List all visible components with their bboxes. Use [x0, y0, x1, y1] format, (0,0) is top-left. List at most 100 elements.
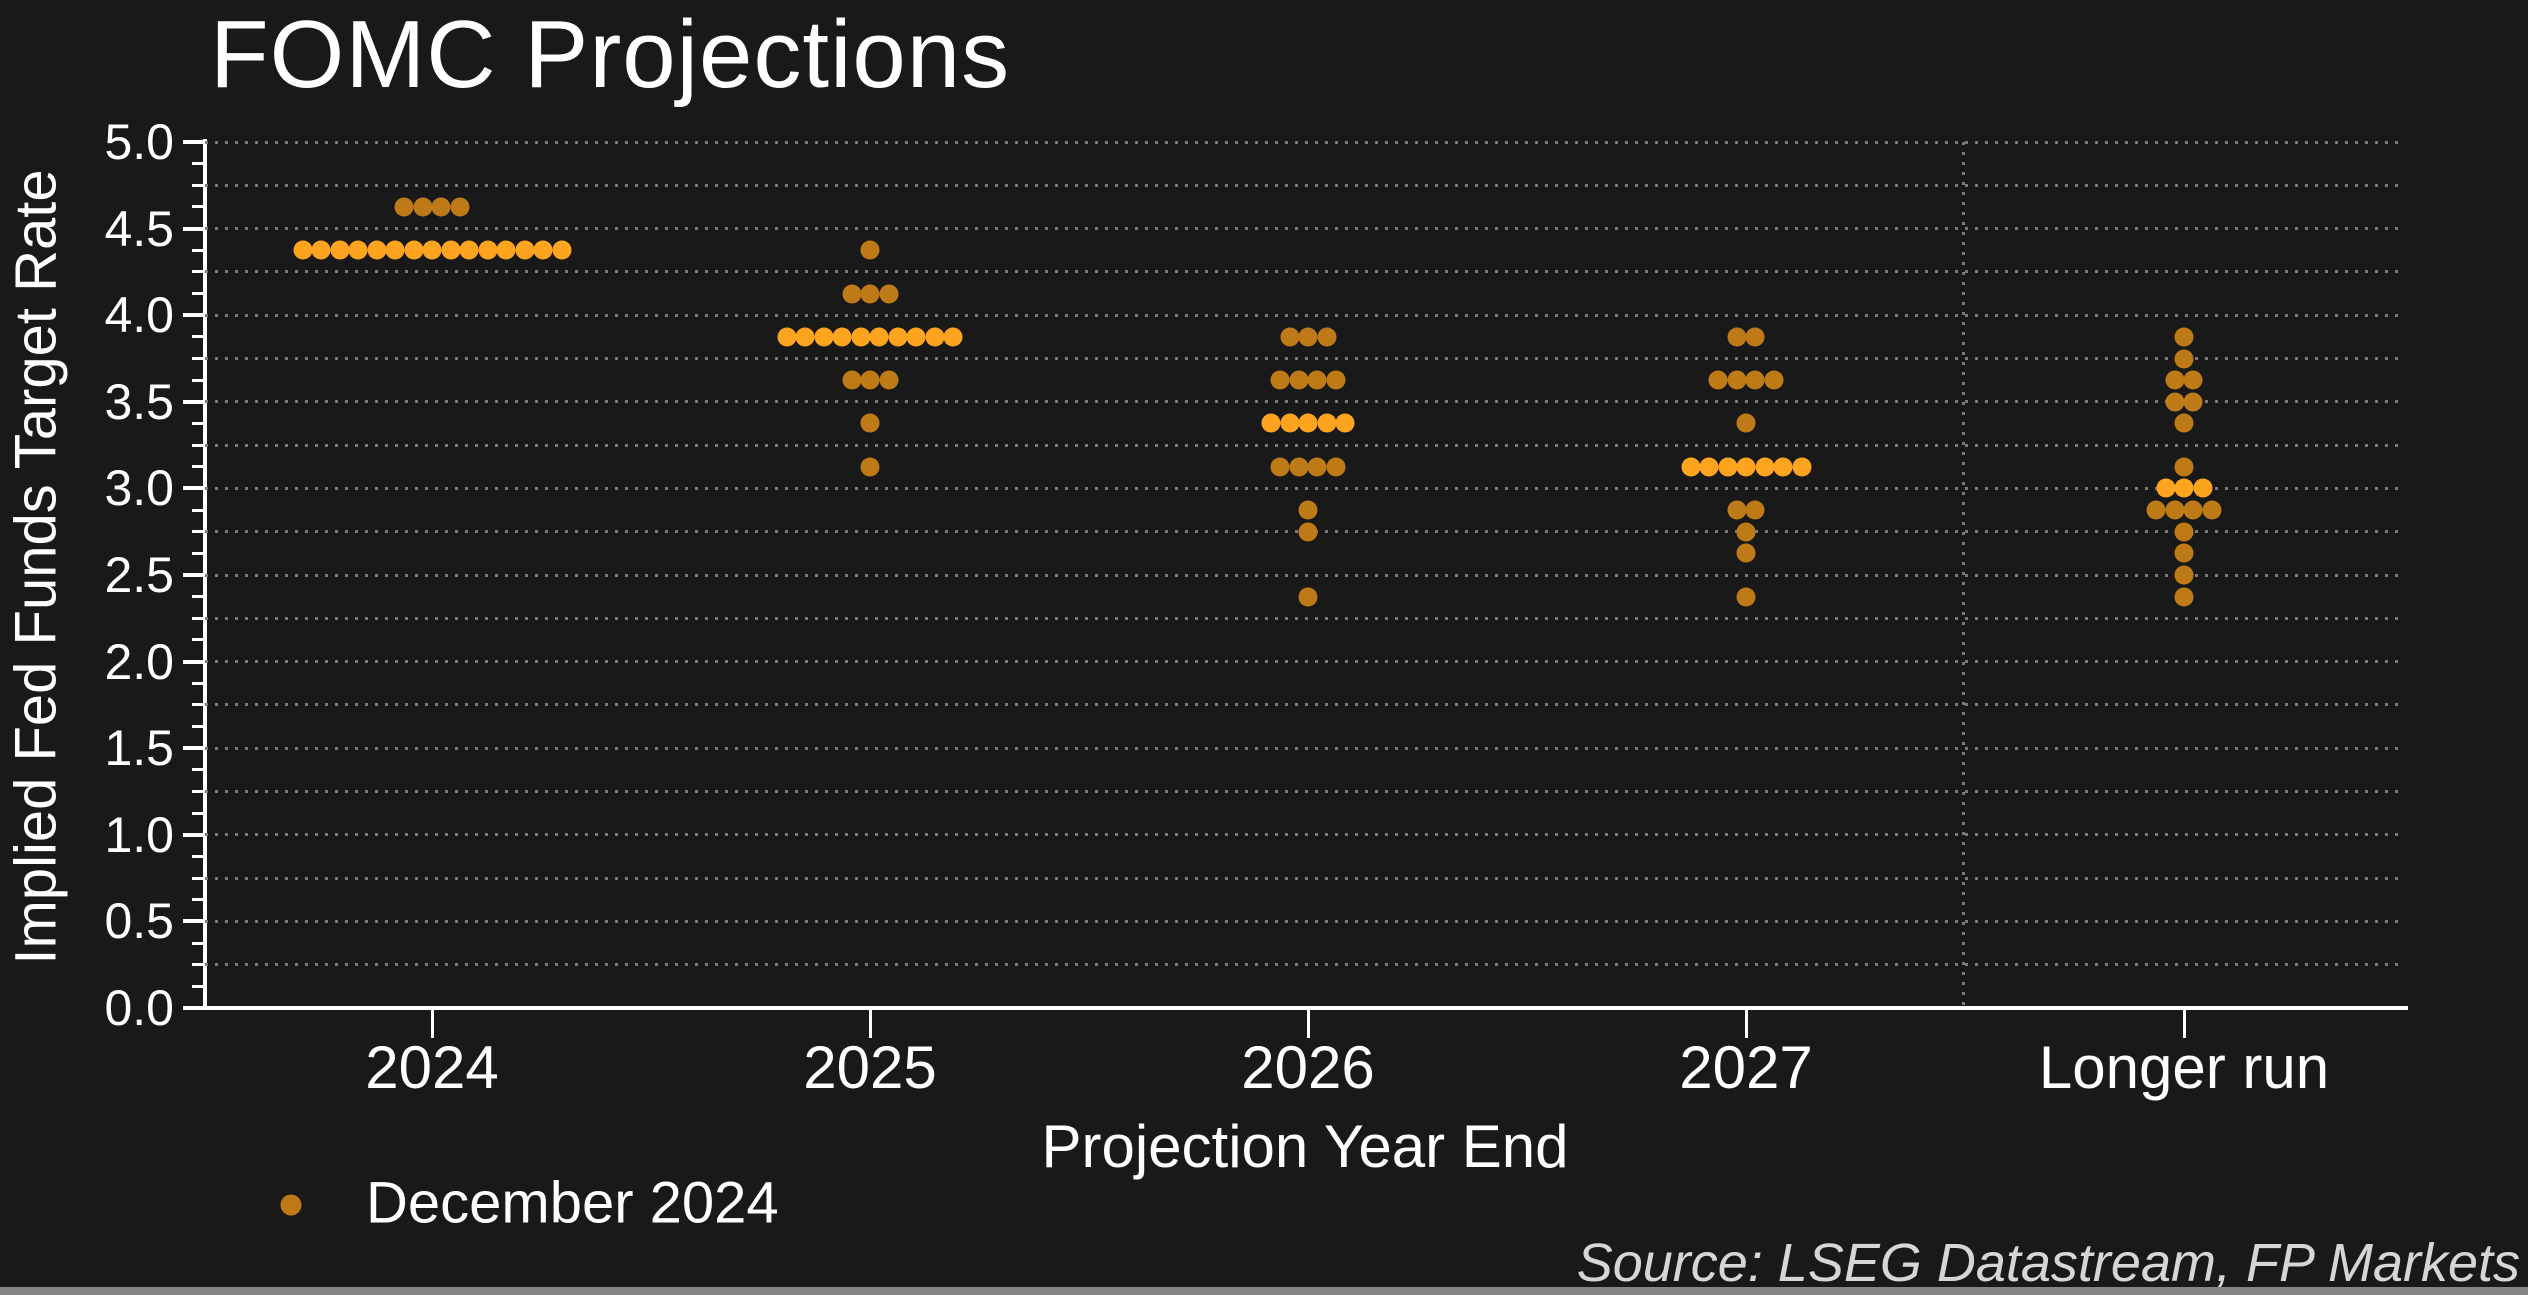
- projection-dot-median: [459, 240, 479, 260]
- y-minor-tick: [192, 162, 205, 166]
- projection-dot-median: [2174, 478, 2194, 498]
- y-minor-tick: [192, 335, 205, 339]
- projection-dot: [1326, 370, 1346, 390]
- projection-dot: [2174, 457, 2194, 477]
- y-major-tick: [183, 399, 205, 404]
- y-minor-tick: [192, 248, 205, 252]
- projection-dot-median: [851, 327, 871, 347]
- y-minor-tick: [192, 898, 205, 902]
- projection-dot: [2165, 500, 2185, 520]
- y-tick-label: 1.5: [104, 720, 174, 777]
- y-gridline: [205, 963, 2405, 967]
- projection-dot: [1326, 457, 1346, 477]
- x-tick-label: 2025: [803, 1034, 937, 1101]
- y-major-tick: [183, 1006, 205, 1010]
- y-gridline: [205, 833, 2405, 837]
- y-gridline: [205, 140, 2405, 144]
- y-minor-tick: [192, 508, 205, 512]
- x-axis-title: Projection Year End: [1041, 1113, 1569, 1180]
- projection-dot: [2165, 392, 2185, 412]
- x-tick-label: 2027: [1679, 1034, 1813, 1101]
- projection-dot-median: [478, 240, 497, 260]
- y-minor-tick: [192, 876, 205, 880]
- y-tick-label: 0.0: [104, 980, 174, 1036]
- legend-label: December 2024: [366, 1170, 779, 1236]
- y-minor-tick: [192, 270, 205, 274]
- projection-dot: [1708, 370, 1728, 390]
- projection-dot-median: [1335, 413, 1355, 433]
- projection-dot: [860, 370, 880, 390]
- projection-dot-median: [1718, 457, 1737, 477]
- projection-dot: [2174, 327, 2194, 347]
- projection-dot-median: [1736, 457, 1756, 477]
- x-tick: [2182, 1008, 2186, 1038]
- projection-dot: [1270, 370, 1290, 390]
- x-tick-label: 2024: [365, 1034, 499, 1101]
- y-gridline: [205, 703, 2405, 707]
- projection-dot-median: [1755, 457, 1774, 477]
- projection-dot: [431, 197, 451, 217]
- y-gridline: [205, 876, 2405, 880]
- y-minor-tick: [192, 595, 205, 599]
- projection-dot-median: [515, 240, 534, 260]
- projection-dot: [1289, 457, 1309, 477]
- projection-dot: [2174, 543, 2194, 563]
- projection-dot-median: [422, 240, 442, 260]
- x-axis-line: [196, 1006, 2408, 1010]
- y-gridline: [205, 400, 2405, 404]
- y-minor-tick: [192, 551, 205, 555]
- projection-dot: [1745, 500, 1765, 520]
- y-major-tick: [183, 313, 205, 318]
- y-gridline: [205, 270, 2405, 274]
- x-tick: [1744, 1008, 1748, 1038]
- projection-dot: [860, 457, 880, 477]
- projection-dot: [860, 284, 880, 304]
- projection-dot-median: [943, 327, 963, 347]
- y-tick-label: 1.0: [104, 806, 174, 863]
- projection-dot-median: [496, 240, 516, 260]
- projection-dot-median: [2156, 478, 2175, 498]
- y-tick-label: 3.0: [104, 460, 174, 517]
- bottom-edge-strip: [0, 1287, 2528, 1295]
- projection-dot: [413, 197, 433, 217]
- projection-dot: [1764, 370, 1784, 390]
- projection-dot: [1280, 327, 1299, 347]
- y-major-tick: [183, 486, 205, 491]
- projection-dot-median: [1699, 457, 1719, 477]
- y-gridline: [205, 660, 2405, 664]
- y-gridline: [205, 486, 2405, 490]
- projection-dot-median: [869, 327, 889, 347]
- y-gridline: [205, 616, 2405, 620]
- y-minor-tick: [192, 854, 205, 858]
- x-tick-label: 2026: [1241, 1034, 1375, 1101]
- projection-dot-median: [441, 240, 460, 260]
- y-gridline: [205, 790, 2405, 793]
- projection-dot: [1317, 327, 1336, 347]
- y-tick-label: 5.0: [104, 114, 174, 170]
- projection-dot: [1270, 457, 1290, 477]
- projection-dot-median: [1298, 413, 1318, 433]
- projection-dot: [1307, 370, 1327, 390]
- y-tick-label: 4.0: [104, 287, 174, 344]
- projection-dot-median: [925, 327, 945, 347]
- y-major-tick: [183, 659, 205, 664]
- y-minor-tick: [192, 681, 205, 685]
- y-gridline: [205, 573, 2405, 577]
- projection-dot-median: [1317, 413, 1336, 433]
- projection-dot: [2174, 565, 2194, 585]
- projection-dot: [2174, 413, 2194, 433]
- projection-dot: [1745, 370, 1765, 390]
- projection-dot-median: [348, 240, 368, 260]
- projection-dot: [842, 284, 861, 304]
- projection-dot: [1736, 543, 1756, 563]
- projection-dot-median: [814, 327, 834, 347]
- y-minor-tick: [192, 638, 205, 642]
- y-tick-label: 2.5: [104, 547, 174, 603]
- y-gridline: [205, 357, 2405, 360]
- y-minor-tick: [192, 984, 205, 988]
- projection-dot-median: [795, 327, 815, 347]
- x-tick: [868, 1008, 872, 1038]
- projection-dot: [2183, 370, 2203, 390]
- y-minor-tick: [192, 443, 205, 447]
